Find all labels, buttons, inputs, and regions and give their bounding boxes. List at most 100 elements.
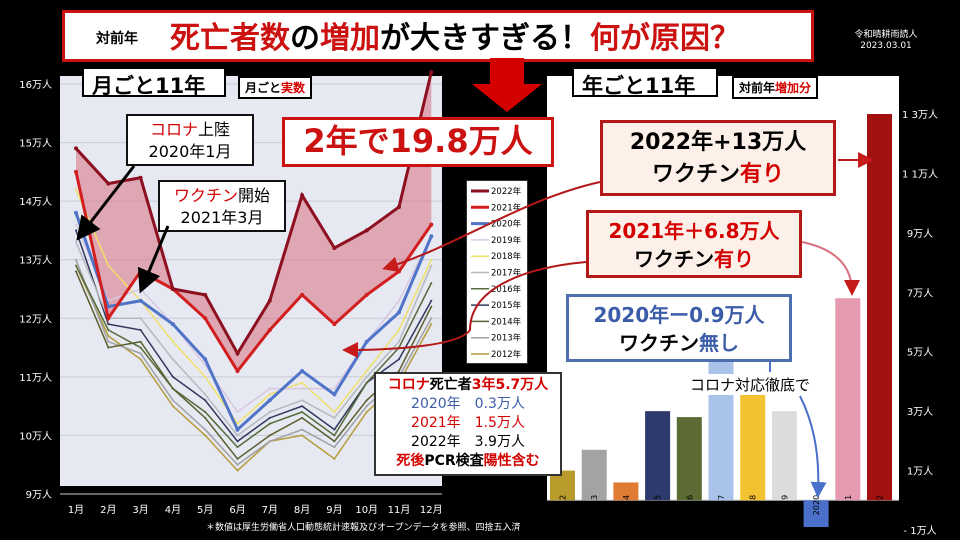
right-chart-subheading: 対前年増加分 <box>732 76 819 99</box>
data-point <box>75 264 77 267</box>
data-point <box>365 381 368 384</box>
data-point <box>139 340 142 343</box>
bar-2016 <box>676 417 702 501</box>
vaccine-start-date: 2021年3月 <box>180 208 264 227</box>
data-point <box>300 292 305 297</box>
y-tick-label: 1万人 <box>907 466 933 478</box>
data-point <box>204 399 207 402</box>
x-tick-label: 3月 <box>132 504 148 516</box>
note-2022-vaccine: ワクチン <box>651 162 740 187</box>
data-point <box>365 411 368 413</box>
legend-label: 2022年 <box>491 186 522 197</box>
data-point <box>236 434 239 437</box>
y-tick-label: 1 1万人 <box>902 168 938 180</box>
title-part-deaths: 死亡者数 <box>170 21 290 56</box>
data-point <box>268 440 271 443</box>
data-point <box>139 352 142 355</box>
right-chart-heading: 年ごと11年 <box>572 67 718 98</box>
data-point <box>171 358 174 361</box>
y-tick-label: 13万人 <box>19 255 52 267</box>
data-point <box>139 358 142 361</box>
covid-landing-b: 上陸 <box>198 120 231 139</box>
data-point <box>75 188 77 191</box>
bar-2014 <box>613 482 639 501</box>
data-point <box>75 241 77 244</box>
data-point <box>236 469 239 472</box>
x-tick-label: 2018 <box>749 495 758 515</box>
data-point <box>333 387 336 390</box>
left-chart-heading: 月ごと11年 <box>82 67 226 98</box>
title-part-increase: 増加 <box>320 21 380 56</box>
data-point <box>301 399 304 402</box>
y-tick-label: - 1万人 <box>903 525 936 537</box>
data-point <box>139 346 142 349</box>
data-point <box>429 70 434 75</box>
series-line-2015年 <box>75 230 432 443</box>
note-2022: 2022年+13万人 ワクチン有り <box>600 120 836 196</box>
title-part-cause: 何が原因？ <box>590 21 740 56</box>
data-point <box>364 228 369 233</box>
x-tick-label: 2021 <box>844 495 853 515</box>
data-point <box>75 258 77 261</box>
data-point <box>398 358 400 361</box>
data-point <box>171 399 174 402</box>
x-tick-label: 4月 <box>165 504 181 516</box>
covid-deaths-note-c: 陽性含む <box>483 453 540 469</box>
title-area: 対前年 死亡者数の増加が大きすぎる！何が原因？ <box>62 10 814 62</box>
covid-landing-date: 2020年1月 <box>148 142 232 161</box>
x-tick-label: 2013 <box>590 495 599 515</box>
data-point <box>107 340 110 343</box>
data-point <box>398 370 400 372</box>
note-2022-line1: 2022年+13万人 <box>629 130 807 155</box>
series-line-2022年 <box>74 71 433 357</box>
data-point <box>333 416 336 419</box>
data-point <box>333 440 336 443</box>
data-point <box>106 316 111 321</box>
x-tick-label: 2014 <box>622 495 631 515</box>
bar-2015 <box>645 411 671 501</box>
x-tick-label: 1月 <box>68 504 84 516</box>
data-point <box>139 317 142 320</box>
data-point <box>332 392 337 397</box>
data-point <box>267 298 272 303</box>
series-line-2013年 <box>75 259 432 466</box>
two-year-total: 2年で19.8万人 <box>282 117 554 167</box>
data-point <box>365 399 368 402</box>
data-point <box>333 428 336 431</box>
data-point <box>236 440 239 443</box>
policy-note: コロナ対応徹底で <box>690 374 811 395</box>
left-subheading-a: 月ごと <box>245 81 282 95</box>
data-point <box>365 370 368 372</box>
data-point <box>301 405 304 408</box>
vaccine-start-b: 開始 <box>238 186 271 205</box>
x-tick-label: 6月 <box>229 504 245 516</box>
title-prefix: 対前年 <box>96 31 138 47</box>
data-point <box>204 428 207 431</box>
note-2021-yes: 有り <box>714 247 754 271</box>
author-name: 令和晴耕雨読人 <box>854 30 918 40</box>
data-point <box>204 411 207 413</box>
legend-label: 2014年 <box>491 316 522 327</box>
note-2020-vaccine: ワクチン <box>619 331 699 355</box>
data-point <box>138 298 143 303</box>
data-point <box>107 346 110 349</box>
y-tick-label: 15万人 <box>19 138 52 150</box>
note-2021-vaccine: ワクチン <box>634 247 714 271</box>
x-tick-label: 2015 <box>654 495 663 515</box>
covid-deaths-c: 3年5.7万人 <box>471 377 549 393</box>
bar-2013 <box>581 449 607 501</box>
legend-label: 2018年 <box>491 251 522 262</box>
title-part-toolarge: が大きすぎる！ <box>380 21 590 56</box>
y-tick-label: 1 3万人 <box>902 109 938 121</box>
data-point <box>203 292 208 297</box>
data-point <box>138 175 143 180</box>
data-point <box>301 411 304 413</box>
right-subheading-a: 対前年 <box>739 81 776 95</box>
covid-deaths-note-a: 死後 <box>396 453 425 469</box>
x-tick-label: 5月 <box>197 504 213 516</box>
data-point <box>236 457 239 460</box>
data-point <box>236 463 239 466</box>
data-point <box>365 375 368 378</box>
series-line-2018年 <box>75 189 432 425</box>
covid-deaths-box: コロナ死亡者3年5.7万人 2020年 0.3万人 2021年 1.5万人 20… <box>374 372 562 476</box>
